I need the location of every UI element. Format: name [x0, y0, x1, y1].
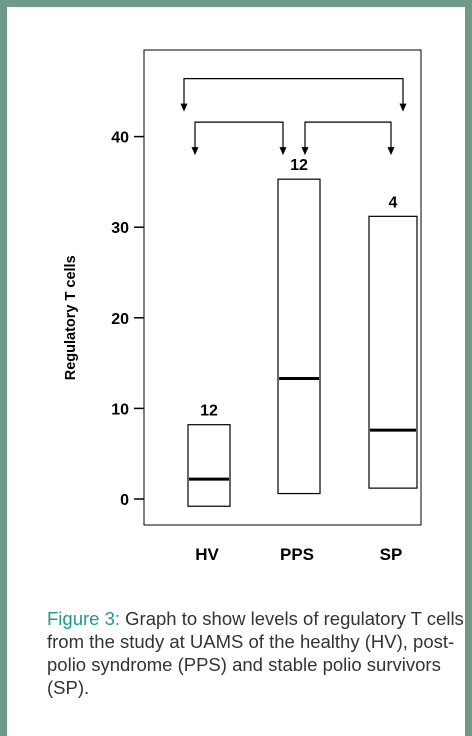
box-pps: 12: [277, 157, 321, 495]
y-tick-label-30: 30: [111, 220, 129, 237]
box-pps-rect: [277, 178, 321, 495]
y-axis-label: Regulatory T cells: [63, 255, 79, 380]
y-axis-ticks: 0 10 20 30 40: [111, 130, 144, 509]
boxes: 12 12 4: [187, 157, 418, 507]
box-sp: 4: [368, 194, 418, 489]
figure-label: Figure 3:: [47, 608, 121, 629]
bracket-pps-sp: [301, 121, 395, 156]
box-hv-rect: [187, 424, 231, 507]
x-tick-label-pps: PPS: [280, 545, 314, 564]
y-tick-label-40: 40: [111, 130, 129, 147]
y-tick-label-0: 0: [120, 492, 129, 509]
y-tick-label-10: 10: [111, 401, 129, 418]
y-tick-label-20: 20: [111, 311, 129, 328]
x-tick-label-hv: HV: [195, 545, 219, 564]
box-hv-n-label: 12: [200, 403, 218, 420]
box-sp-rect: [368, 215, 418, 489]
box-pps-n-label: 12: [290, 157, 308, 174]
box-sp-n-label: 4: [389, 194, 398, 211]
x-tick-label-sp: SP: [380, 545, 403, 564]
bracket-hv-sp: [180, 78, 407, 112]
plot-area: [143, 49, 422, 526]
figure-caption: Figure 3: Graph to show levels of regula…: [47, 607, 467, 699]
figure-caption-text: Graph to show levels of regulatory T cel…: [47, 608, 464, 698]
box-hv: 12: [187, 403, 231, 507]
x-axis-labels: HV PPS SP: [195, 545, 402, 564]
comparison-brackets: [180, 78, 407, 156]
bracket-hv-pps: [191, 121, 287, 156]
chart: Regulatory T cells 0 10 20 30 40 12 12 4 HV PPS…: [63, 49, 422, 564]
